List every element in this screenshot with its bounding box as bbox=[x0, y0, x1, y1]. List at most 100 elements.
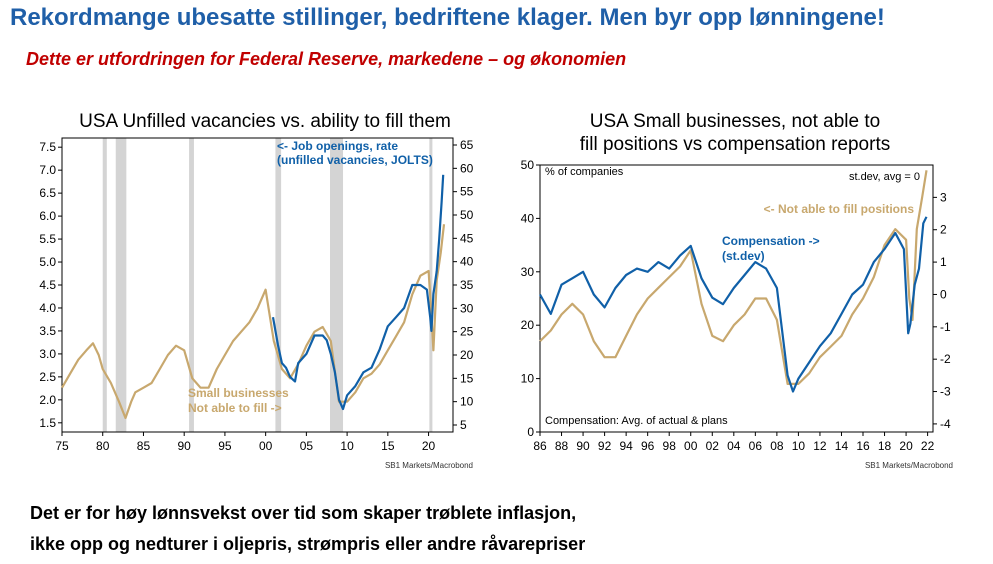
left-tick-label: 10 bbox=[521, 372, 535, 386]
gold-series-annotation-line1: Small businesses bbox=[188, 386, 289, 400]
x-tick-label: 15 bbox=[381, 439, 395, 453]
chart2-title: USA Small businesses, not able to fill p… bbox=[500, 110, 970, 156]
left-tick-label: 50 bbox=[521, 158, 535, 172]
right-tick-label: -2 bbox=[940, 352, 951, 366]
right-axis-note: st.dev, avg = 0 bbox=[849, 171, 920, 183]
x-tick-label: 96 bbox=[641, 439, 655, 453]
x-tick-label: 94 bbox=[619, 439, 633, 453]
right-tick-label: 0 bbox=[940, 287, 947, 301]
x-tick-label: 12 bbox=[813, 439, 827, 453]
left-tick-label: 3.5 bbox=[39, 324, 56, 338]
bottom-note: Compensation: Avg. of actual & plans bbox=[545, 415, 728, 427]
right-tick-label: -1 bbox=[940, 320, 951, 334]
footer-line1: Det er for høy lønnsvekst over tid som s… bbox=[30, 503, 577, 523]
left-tick-label: 7.0 bbox=[39, 163, 56, 177]
left-tick-label: 2.0 bbox=[39, 393, 56, 407]
right-tick-label: 45 bbox=[460, 231, 474, 245]
x-tick-label: 20 bbox=[422, 439, 436, 453]
right-tick-label: 25 bbox=[460, 325, 474, 339]
x-tick-label: 00 bbox=[259, 439, 273, 453]
right-tick-label: 2 bbox=[940, 223, 947, 237]
left-tick-label: 3.0 bbox=[39, 347, 56, 361]
chart1-title: USA Unfilled vacancies vs. ability to fi… bbox=[79, 111, 451, 132]
x-tick-label: 86 bbox=[533, 439, 547, 453]
recession-band bbox=[102, 138, 107, 432]
left-tick-label: 5.0 bbox=[39, 255, 56, 269]
x-tick-label: 18 bbox=[878, 439, 892, 453]
right-tick-label: 50 bbox=[460, 208, 474, 222]
x-tick-label: 10 bbox=[792, 439, 806, 453]
left-tick-label: 6.0 bbox=[39, 209, 56, 223]
left-tick-label: 20 bbox=[521, 318, 535, 332]
left-tick-label: 40 bbox=[521, 211, 535, 225]
x-tick-label: 16 bbox=[856, 439, 870, 453]
left-axis-note: % of companies bbox=[545, 166, 624, 178]
left-tick-label: 4.0 bbox=[39, 301, 56, 315]
source-label: SB1 Markets/Macrobond bbox=[865, 461, 953, 470]
recession-band bbox=[189, 138, 194, 432]
series-line-gold bbox=[539, 170, 928, 385]
chart2-title-line2: fill positions vs compensation reports bbox=[579, 134, 891, 155]
blue-series-annotation-line2: (st.dev) bbox=[722, 249, 765, 263]
blue-series-annotation-line2: (unfilled vacancies, JOLTS) bbox=[277, 153, 433, 167]
right-tick-label: 1 bbox=[940, 255, 947, 269]
left-tick-label: 7.5 bbox=[39, 140, 56, 154]
left-tick-label: 1.5 bbox=[39, 416, 56, 430]
right-tick-label: 15 bbox=[460, 371, 474, 385]
right-tick-label: 5 bbox=[460, 418, 467, 432]
series-line-blue bbox=[539, 216, 928, 393]
x-tick-label: 10 bbox=[340, 439, 354, 453]
x-tick-label: 00 bbox=[684, 439, 698, 453]
slide-title: Rekordmange ubesatte stillinger, bedrift… bbox=[10, 4, 885, 31]
right-tick-label: 20 bbox=[460, 348, 474, 362]
right-tick-label: -3 bbox=[940, 385, 951, 399]
right-tick-label: 60 bbox=[460, 161, 474, 175]
blue-series-annotation-line1: Compensation -> bbox=[722, 234, 820, 248]
x-tick-label: 92 bbox=[598, 439, 612, 453]
x-tick-label: 05 bbox=[300, 439, 314, 453]
series-line-blue bbox=[271, 174, 445, 411]
recession-band bbox=[429, 138, 433, 432]
left-tick-label: 0 bbox=[527, 425, 534, 439]
right-tick-label: 65 bbox=[460, 138, 474, 152]
x-tick-label: 08 bbox=[770, 439, 784, 453]
gold-series-annotation-line2: Not able to fill -> bbox=[188, 401, 282, 415]
left-tick-label: 4.5 bbox=[39, 278, 56, 292]
x-tick-label: 98 bbox=[663, 439, 677, 453]
x-tick-label: 20 bbox=[899, 439, 913, 453]
x-tick-label: 04 bbox=[727, 439, 741, 453]
series-line-gold bbox=[61, 224, 446, 420]
left-tick-label: 5.5 bbox=[39, 232, 56, 246]
x-tick-label: 85 bbox=[137, 439, 151, 453]
right-tick-label: -4 bbox=[940, 417, 951, 431]
x-tick-label: 06 bbox=[749, 439, 763, 453]
right-tick-label: 3 bbox=[940, 190, 947, 204]
x-tick-label: 88 bbox=[555, 439, 569, 453]
left-tick-label: 2.5 bbox=[39, 370, 56, 384]
recession-band bbox=[275, 138, 282, 432]
x-tick-label: 90 bbox=[178, 439, 192, 453]
x-tick-label: 22 bbox=[921, 439, 935, 453]
x-tick-label: 14 bbox=[835, 439, 849, 453]
blue-series-annotation-line1: <- Job openings, rate bbox=[277, 139, 398, 153]
right-tick-label: 30 bbox=[460, 301, 474, 315]
right-tick-label: 10 bbox=[460, 395, 474, 409]
x-tick-label: 75 bbox=[55, 439, 69, 453]
right-tick-label: 35 bbox=[460, 278, 474, 292]
x-tick-label: 90 bbox=[576, 439, 590, 453]
left-tick-label: 6.5 bbox=[39, 186, 56, 200]
recession-band bbox=[115, 138, 127, 432]
x-tick-label: 95 bbox=[218, 439, 232, 453]
source-label: SB1 Markets/Macrobond bbox=[385, 461, 473, 470]
slide-subtitle: Dette er utfordringen for Federal Reserv… bbox=[26, 49, 627, 69]
footer-line2: ikke opp og nedturer i oljepris, strømpr… bbox=[30, 534, 586, 554]
x-tick-label: 80 bbox=[96, 439, 110, 453]
chart2-title-line1: USA Small businesses, not able to bbox=[589, 111, 881, 132]
right-tick-label: 55 bbox=[460, 185, 474, 199]
gold-series-annotation: <- Not able to fill positions bbox=[764, 202, 915, 216]
left-tick-label: 30 bbox=[521, 265, 535, 279]
plot-frame bbox=[539, 164, 934, 433]
right-tick-label: 40 bbox=[460, 255, 474, 269]
